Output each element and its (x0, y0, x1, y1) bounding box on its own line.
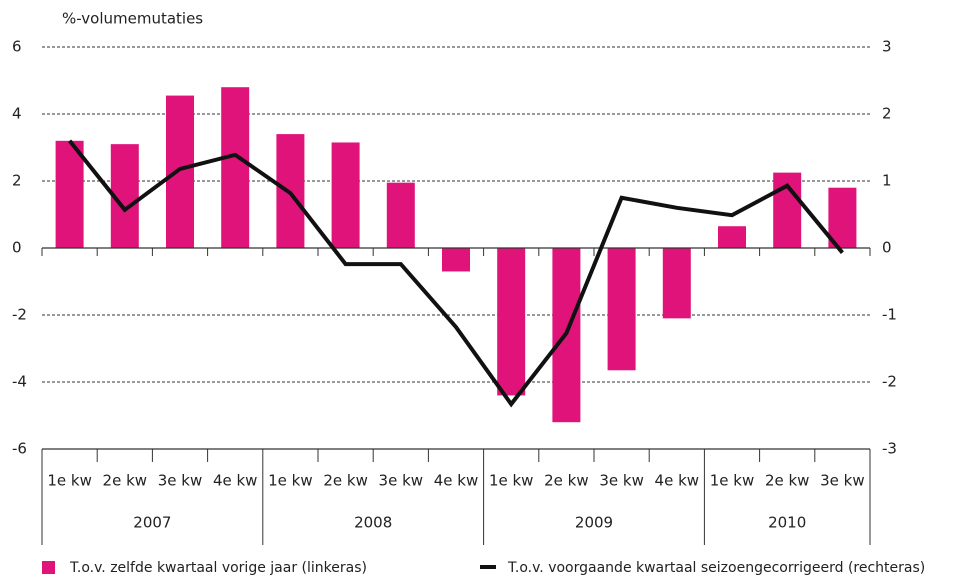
y2-tick-label: 2 (882, 105, 892, 123)
legend-swatch (42, 561, 55, 574)
line (68, 139, 844, 408)
y2-tick-label: 3 (882, 38, 892, 56)
x-tick-label: 3e kw (599, 472, 644, 490)
y2-tick-label: -3 (882, 440, 897, 458)
bar (386, 182, 415, 248)
y2-tick-label: -1 (882, 306, 897, 324)
x-tick-label: 3e kw (158, 472, 203, 490)
y-tick-label: -2 (12, 306, 27, 324)
y-tick-label: 0 (12, 239, 22, 257)
bar (718, 226, 746, 248)
x-tick-label: 1e kw (710, 472, 755, 490)
x-tick-label: 4e kw (655, 472, 700, 490)
x-tick-label: 2e kw (103, 472, 148, 490)
bar (55, 140, 84, 248)
bar (828, 187, 857, 248)
y2-tick-label: 0 (882, 239, 892, 257)
x-tick-label: 1e kw (268, 472, 313, 490)
bar (221, 87, 250, 248)
y-tick-label: -4 (12, 373, 27, 391)
x-tick-label: 3e kw (379, 472, 424, 490)
y-tick-label: -6 (12, 440, 27, 458)
y-tick-label: 4 (12, 105, 22, 123)
x-tick-label: 2e kw (765, 472, 810, 490)
y-tick-label: 6 (12, 38, 22, 56)
x-group-label: 2009 (575, 514, 613, 532)
y2-tick-label: -2 (882, 373, 897, 391)
y2-tick-label: 1 (882, 172, 892, 190)
bar (607, 248, 636, 371)
x-group-label: 2007 (133, 514, 171, 532)
x-tick-label: 2e kw (323, 472, 368, 490)
x-group-label: 2008 (354, 514, 392, 532)
bar (166, 95, 194, 248)
x-group-label: 2010 (768, 514, 806, 532)
bar (442, 248, 470, 272)
bar (331, 142, 360, 248)
x-tick-label: 2e kw (544, 472, 589, 490)
x-tick-label: 4e kw (213, 472, 258, 490)
bar (497, 248, 526, 396)
y-tick-label: 2 (12, 172, 22, 190)
x-tick-label: 1e kw (489, 472, 534, 490)
x-tick-label: 3e kw (820, 472, 865, 490)
x-tick-label: 4e kw (434, 472, 479, 490)
x-tick-label: 1e kw (47, 472, 92, 490)
legend-label: T.o.v. zelfde kwartaal vorige jaar (link… (69, 560, 367, 576)
bar (662, 248, 691, 319)
chart-title: %-volumemutaties (62, 10, 203, 28)
legend-label: T.o.v. voorgaande kwartaal seizoengecorr… (507, 560, 925, 576)
